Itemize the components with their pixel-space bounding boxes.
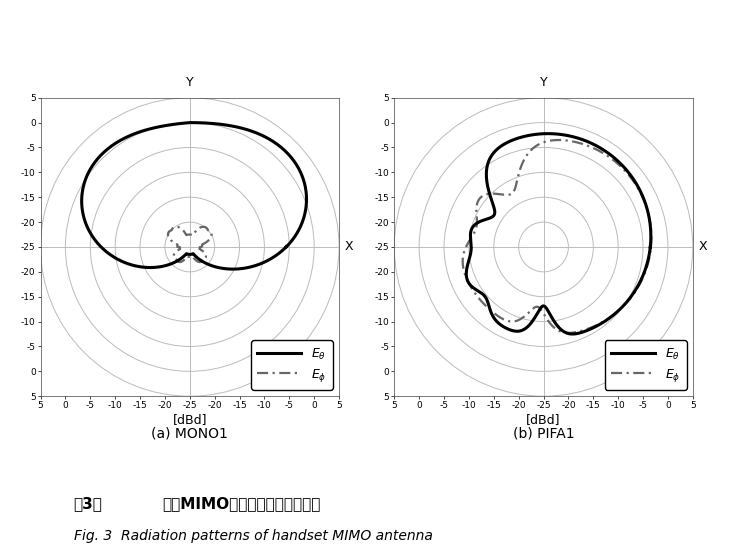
Text: (b) PIFA1: (b) PIFA1: [513, 426, 574, 440]
Text: [dBd]: [dBd]: [526, 412, 561, 426]
Text: (a) MONO1: (a) MONO1: [151, 426, 228, 440]
Text: X: X: [345, 240, 354, 254]
Text: 端末MIMOアンテナの放射指向性: 端末MIMOアンテナの放射指向性: [162, 496, 321, 512]
Legend: $E_\theta$, $E_\phi$: $E_\theta$, $E_\phi$: [605, 340, 687, 390]
Text: Fig. 3  Radiation patterns of handset MIMO antenna: Fig. 3 Radiation patterns of handset MIM…: [74, 528, 433, 543]
Text: Y: Y: [186, 76, 194, 89]
Legend: $E_\theta$, $E_\phi$: $E_\theta$, $E_\phi$: [251, 340, 333, 390]
Text: X: X: [699, 240, 708, 254]
Text: 第3図: 第3図: [74, 496, 102, 512]
Text: [dBd]: [dBd]: [172, 412, 207, 426]
Text: Y: Y: [539, 76, 548, 89]
